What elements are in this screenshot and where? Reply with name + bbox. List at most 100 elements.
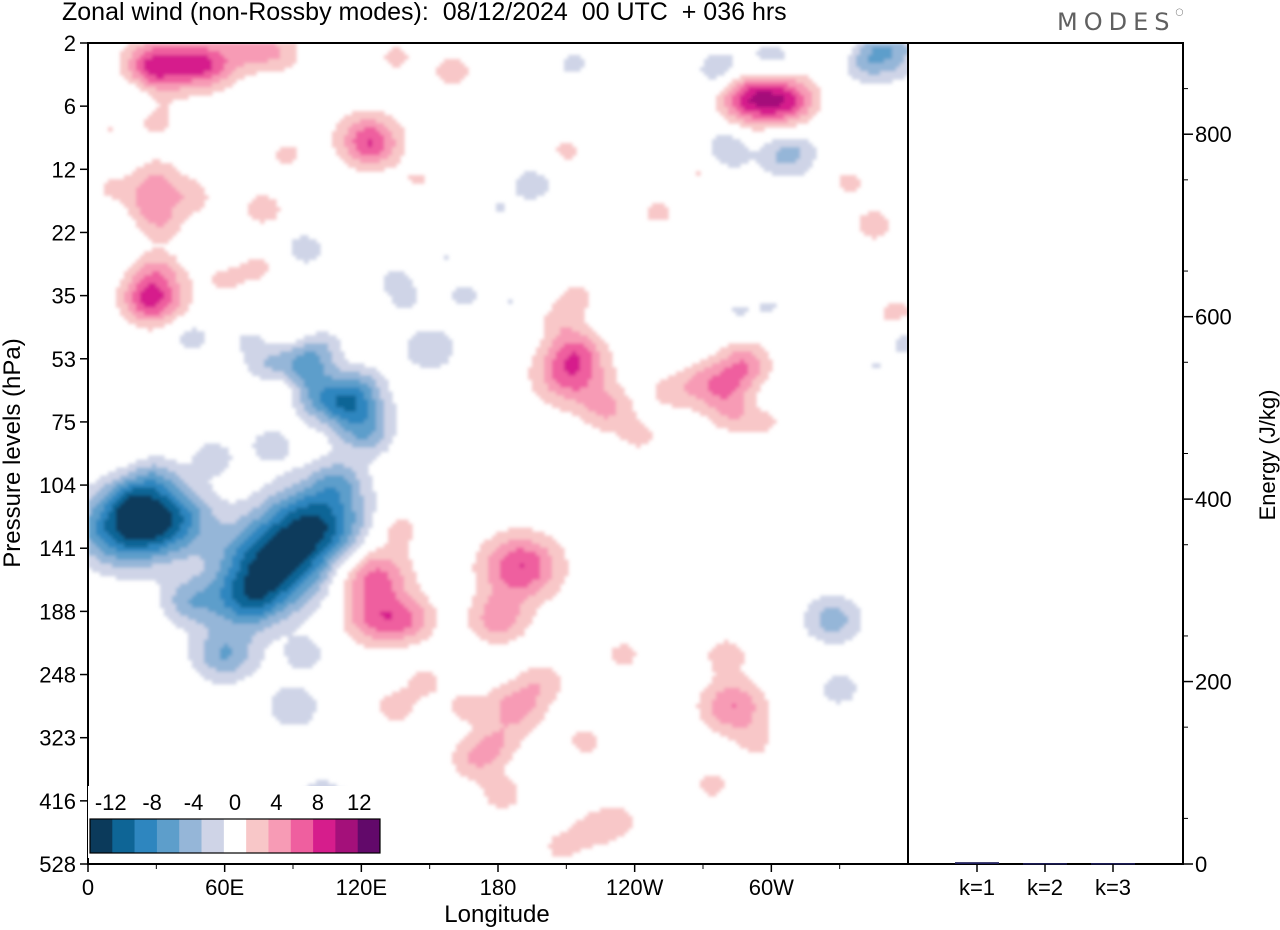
field-cell (540, 343, 553, 348)
field-cell (424, 619, 437, 625)
field-cell (368, 411, 377, 417)
field-cell (732, 79, 745, 84)
field-cell (244, 351, 281, 356)
energy-bar (1091, 863, 1135, 865)
field-cell (752, 95, 785, 100)
field-cell (748, 99, 785, 104)
field-cell (244, 575, 289, 581)
field-cell (488, 639, 509, 645)
field-cell (456, 767, 505, 773)
field-cell (572, 823, 633, 829)
field-cell (488, 627, 509, 633)
field-cell (268, 615, 289, 621)
field-cell (312, 459, 373, 465)
field-cell (588, 347, 597, 352)
field-cell (520, 611, 537, 617)
field-cell (136, 259, 177, 264)
field-cell (304, 487, 325, 493)
field-cell (712, 727, 769, 733)
field-cell (860, 219, 889, 224)
field-cell (536, 391, 557, 397)
field-cell (144, 303, 157, 308)
field-cell (204, 639, 253, 645)
field-cell (524, 563, 541, 569)
field-cell (884, 315, 901, 320)
field-cell (540, 339, 553, 344)
field-cell (136, 203, 177, 208)
field-cell (516, 547, 525, 553)
field-cell (356, 575, 365, 581)
field-cell (188, 643, 205, 649)
field-cell (292, 251, 321, 256)
field-cell (604, 383, 621, 389)
field-cell (264, 511, 277, 517)
field-cell (904, 59, 908, 64)
colorbar-swatch (335, 819, 358, 853)
field-cell (500, 571, 541, 577)
field-cell (232, 619, 261, 625)
field-cell (540, 395, 565, 401)
field-cell (340, 535, 349, 541)
field-cell (480, 635, 517, 641)
field-cell (104, 527, 117, 533)
field-cell (260, 515, 273, 521)
field-cell (516, 615, 533, 621)
field-cell (532, 707, 549, 713)
field-cell (364, 631, 417, 637)
field-cell (344, 139, 353, 144)
field-cell (216, 575, 225, 581)
field-cell (740, 743, 765, 749)
field-cell (400, 687, 437, 693)
field-cell (208, 627, 265, 633)
field-cell (704, 59, 733, 64)
field-cell (324, 487, 337, 493)
field-cell (384, 123, 401, 128)
field-cell (136, 199, 181, 204)
colorbar-swatch (179, 819, 202, 853)
field-cell (272, 699, 317, 705)
field-cell (120, 51, 133, 56)
field-cell (196, 667, 217, 673)
field-cell (356, 403, 369, 409)
field-cell (168, 467, 225, 473)
field-cell (116, 287, 129, 292)
field-cell (304, 259, 309, 264)
field-cell (144, 75, 157, 80)
field-cell (88, 543, 97, 549)
field-cell (840, 627, 861, 633)
field-cell (324, 403, 337, 409)
field-cell (496, 755, 513, 761)
field-cell (704, 775, 721, 781)
field-cell (112, 479, 125, 485)
field-cell (384, 415, 397, 421)
field-cell (320, 391, 365, 397)
field-cell (88, 483, 105, 489)
field-cell (716, 155, 777, 160)
field-cell (376, 379, 389, 385)
field-cell (704, 787, 721, 793)
field-cell (536, 591, 557, 597)
field-cell (372, 391, 381, 397)
field-cell (352, 599, 365, 605)
field-cell (848, 63, 857, 68)
field-cell (384, 147, 393, 152)
field-cell (592, 351, 601, 356)
field-cell (344, 607, 353, 613)
field-cell (544, 583, 561, 589)
field-cell (360, 567, 377, 573)
field-cell (220, 79, 237, 84)
field-cell (488, 599, 525, 605)
field-cell (420, 627, 433, 633)
field-cell (112, 503, 121, 509)
field-cell (512, 623, 529, 629)
energy-panel-frame (907, 42, 1184, 865)
field-cell (380, 387, 389, 393)
field-cell (756, 707, 769, 713)
field-cell (364, 523, 373, 529)
field-cell (544, 379, 557, 385)
field-cell (332, 547, 341, 553)
field-cell (248, 571, 293, 577)
field-cell (140, 279, 169, 284)
field-cell (808, 603, 857, 609)
